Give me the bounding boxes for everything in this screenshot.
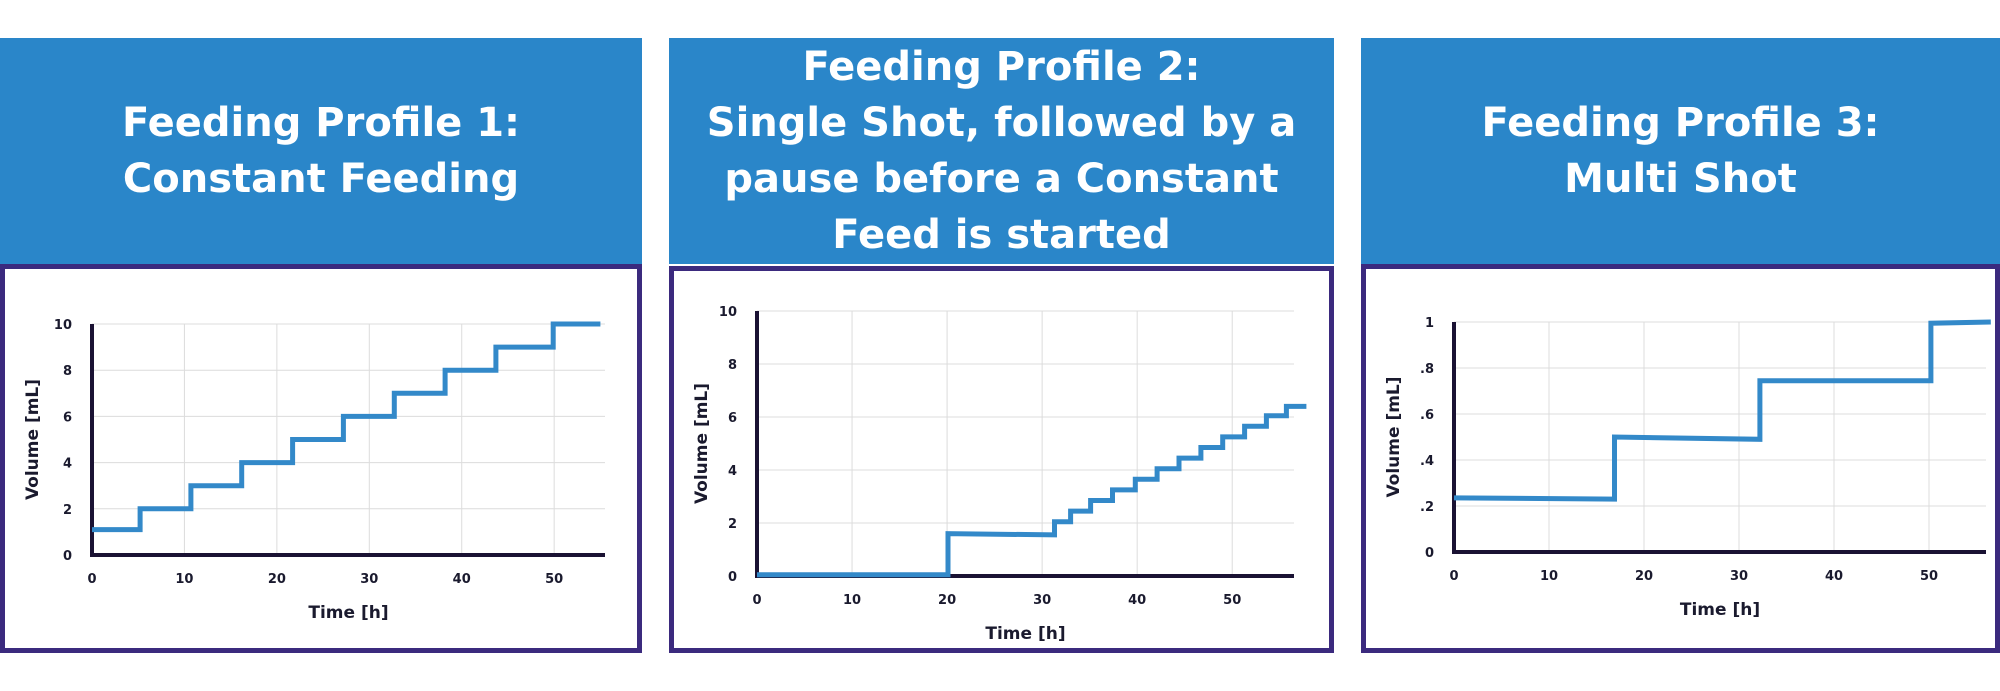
x-tick-label: 30 xyxy=(360,572,378,587)
panel-header: Feeding Profile 3: Multi Shot xyxy=(1361,38,2000,264)
x-tick-label: 0 xyxy=(87,572,96,587)
y-tick-label: 0 xyxy=(728,570,737,585)
title-line: Feeding Profile 2: xyxy=(802,44,1201,90)
y-tick-label: 0 xyxy=(63,549,72,564)
x-tick-label: 10 xyxy=(843,593,861,608)
panel-2: Feeding Profile 2: Single Shot, followed… xyxy=(669,38,1334,653)
series-line xyxy=(92,321,601,533)
y-tick-label: 6 xyxy=(63,410,72,425)
x-tick-label: 0 xyxy=(1449,569,1458,584)
y-tick-label: .2 xyxy=(1420,500,1434,515)
y-tick-label: 10 xyxy=(719,305,737,320)
y-axis-label: Volume [mL] xyxy=(692,383,712,504)
title-line: pause before a Constant xyxy=(724,156,1279,202)
x-tick-label: 30 xyxy=(1730,569,1748,584)
y-tick-label: 10 xyxy=(54,318,72,333)
panel-header: Feeding Profile 1: Constant Feeding xyxy=(0,38,642,264)
y-tick-label: 8 xyxy=(728,358,737,373)
y-tick-label: 2 xyxy=(728,517,737,532)
chart-1: 0 2 4 6 8 10 0 10 20 30 40 50 Time [h] Volume [mL] xyxy=(23,318,605,623)
chart-frame: 0 2 4 6 8 10 0 10 20 30 40 50 Time [h] Volume [mL] xyxy=(669,266,1334,653)
y-tick-label: 0 xyxy=(1425,546,1434,561)
panel-3: Feeding Profile 3: Multi Shot 0 .2 .4 .6 .8 1… xyxy=(1361,38,2000,653)
x-tick-label: 0 xyxy=(752,593,761,608)
x-axis-label: Time [h] xyxy=(985,624,1065,644)
x-tick-label: 40 xyxy=(453,572,471,587)
x-tick-label: 30 xyxy=(1033,593,1051,608)
x-tick-label: 20 xyxy=(1635,569,1653,584)
x-tick-label: 10 xyxy=(1540,569,1558,584)
y-tick-label: 4 xyxy=(63,457,72,472)
x-tick-label: 20 xyxy=(938,593,956,608)
y-axis-label: Volume [mL] xyxy=(1384,376,1404,497)
y-tick-label: .4 xyxy=(1420,454,1434,469)
x-axis-label: Time [h] xyxy=(1680,600,1760,620)
x-tick-label: 50 xyxy=(1920,569,1938,584)
x-tick-label: 50 xyxy=(1223,593,1241,608)
x-tick-label: 40 xyxy=(1128,593,1146,608)
y-tick-label: 4 xyxy=(728,464,737,479)
y-tick-label: 6 xyxy=(728,411,737,426)
series-line xyxy=(1453,319,1991,502)
title-line: Feeding Profile 1: xyxy=(121,100,521,146)
x-tick-label: 10 xyxy=(175,572,193,587)
title-line: Constant Feeding xyxy=(122,156,520,202)
y-tick-label: 2 xyxy=(63,503,72,518)
chart-2: 0 2 4 6 8 10 0 10 20 30 40 50 Time [h] Volume [mL] xyxy=(692,305,1307,644)
chart-frame: 0.2.4.6.8 1 0 10 20 30 40 50 Time [h] Volume [mL] xyxy=(1361,264,2000,653)
y-axis-label: Volume [mL] xyxy=(23,379,43,500)
x-axis-label: Time [h] xyxy=(308,603,388,623)
series-line xyxy=(757,403,1307,578)
y-tick-label: .8 xyxy=(1420,362,1434,377)
title-line: Single Shot, followed by a xyxy=(706,100,1297,146)
panel-1: Feeding Profile 1: Constant Feeding 0 2 4 6… xyxy=(0,38,642,653)
title-line: Multi Shot xyxy=(1564,156,1797,202)
x-tick-label: 40 xyxy=(1825,569,1843,584)
title-line: Feed is started xyxy=(832,212,1171,258)
chart-frame: 0 2 4 6 8 10 0 10 20 30 40 50 Time [h] Volume [mL] xyxy=(0,264,642,653)
x-tick-label: 50 xyxy=(545,572,563,587)
y-tick-label: 1 xyxy=(1425,316,1434,331)
y-tick-label: .6 xyxy=(1420,408,1434,423)
x-tick-label: 20 xyxy=(268,572,286,587)
panel-header: Feeding Profile 2: Single Shot, followed… xyxy=(669,38,1334,264)
title-line: Feeding Profile 3: xyxy=(1481,100,1880,146)
y-tick-label: 8 xyxy=(63,364,72,379)
